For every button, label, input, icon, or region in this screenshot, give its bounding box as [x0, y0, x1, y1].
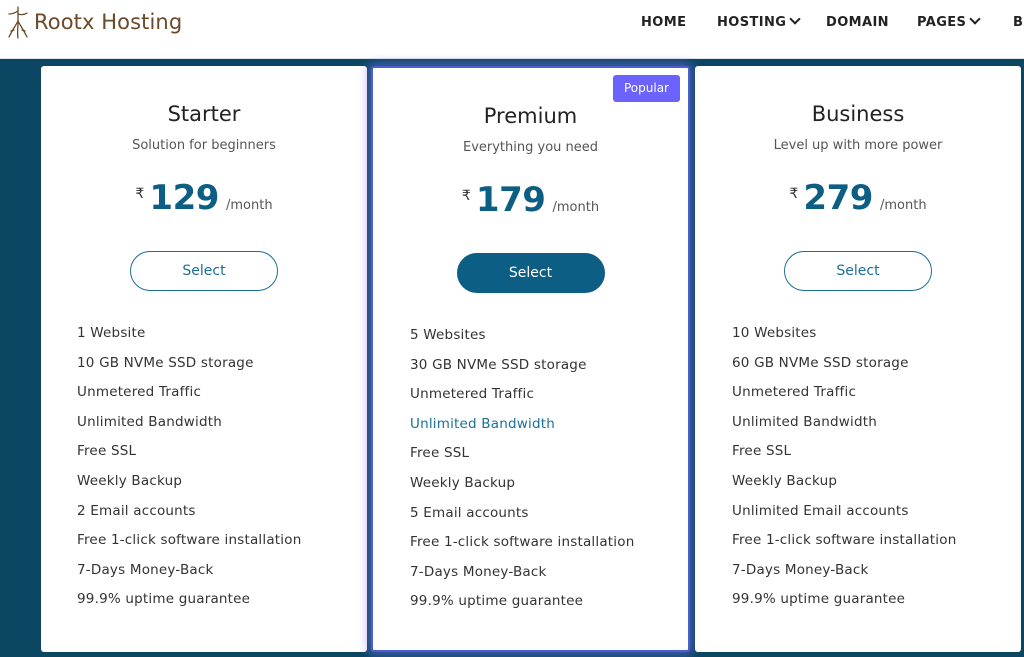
feature-item: Weekly Backup: [410, 474, 516, 491]
plan-price: ₹ 279 /month: [695, 178, 1021, 218]
select-starter-button[interactable]: Select: [130, 251, 278, 291]
price-amount: 279: [803, 178, 873, 218]
chevron-down-icon: [789, 13, 802, 25]
feature-item: 7-Days Money-Back: [410, 563, 547, 580]
feature-item: Unmetered Traffic: [77, 384, 202, 401]
feature-item: 10 Websites: [732, 325, 817, 341]
price-amount: 129: [149, 178, 219, 218]
nav-pages-label: PAGES: [917, 15, 967, 30]
feature-item: 10 GB NVMe SSD storage: [77, 354, 254, 371]
plan-name: Starter: [167, 102, 241, 126]
nav-pages[interactable]: PAGES: [917, 13, 981, 32]
nav-hosting-label: HOSTING: [717, 15, 787, 30]
plan-name: Business: [811, 102, 905, 126]
nav-domain[interactable]: DOMAIN: [826, 14, 889, 32]
popular-badge: Popular: [613, 75, 680, 102]
feature-item: 5 Email accounts: [410, 504, 529, 521]
feature-item: 5 Websites: [410, 327, 486, 343]
currency-symbol: ₹: [789, 186, 799, 202]
site-logo[interactable]: Rootx Hosting: [6, 5, 182, 39]
feature-item: 99.9% uptime guarantee: [77, 591, 251, 608]
price-period: /month: [880, 198, 927, 213]
feature-item: Free 1-click software installation: [732, 532, 957, 549]
feature-item: Weekly Backup: [732, 472, 838, 489]
feature-item: Free 1-click software installation: [410, 534, 635, 551]
feature-item: Free SSL: [410, 445, 470, 462]
feature-item: Unlimited Email accounts: [732, 502, 909, 519]
currency-symbol: ₹: [135, 186, 145, 202]
feature-item: 99.9% uptime guarantee: [732, 591, 906, 608]
plan-name: Premium: [483, 104, 578, 128]
feature-item: 2 Email accounts: [77, 502, 196, 519]
price-period: /month: [226, 198, 273, 213]
plan-card-starter: Starter Solution for beginners ₹ 129 /mo…: [41, 66, 367, 652]
plan-card-business: Business Level up with more power ₹ 279 …: [695, 66, 1021, 652]
feature-item: 7-Days Money-Back: [732, 561, 869, 578]
nav-home-label: HOME: [641, 15, 687, 30]
feature-item: Unmetered Traffic: [732, 384, 857, 401]
feature-item: Free SSL: [732, 443, 792, 460]
plan-subtitle: Solution for beginners: [132, 138, 276, 153]
select-business-button[interactable]: Select: [784, 251, 932, 291]
nav-home[interactable]: HOME: [641, 14, 686, 32]
feature-list: 5 Websites 30 GB NVMe SSD storage Unmete…: [410, 326, 634, 622]
feature-item: Unlimited Bandwidth: [77, 413, 222, 430]
feature-item: 7-Days Money-Back: [77, 561, 214, 578]
feature-item: 99.9% uptime guarantee: [410, 593, 584, 610]
feature-list: 10 Websites 60 GB NVMe SSD storage Unmet…: [732, 324, 956, 620]
feature-item: Free SSL: [77, 443, 137, 460]
plan-price: ₹ 179 /month: [373, 180, 688, 220]
price-period: /month: [552, 200, 600, 215]
nav-domain-label: DOMAIN: [826, 15, 889, 30]
plan-subtitle: Level up with more power: [773, 138, 943, 153]
nav-blog-label: BL: [1013, 15, 1024, 30]
select-premium-button[interactable]: Select: [456, 253, 605, 293]
nav-blog[interactable]: BL: [1013, 14, 1024, 32]
feature-item: Weekly Backup: [77, 472, 183, 489]
feature-item: Free 1-click software installation: [77, 532, 302, 549]
plan-subtitle: Everything you need: [462, 140, 599, 155]
logo-text: Rootx Hosting: [34, 10, 183, 34]
feature-item: Unmetered Traffic: [410, 386, 535, 403]
feature-item: 30 GB NVMe SSD storage: [410, 356, 587, 373]
price-amount: 179: [475, 180, 546, 220]
nav-hosting[interactable]: HOSTING: [717, 13, 802, 32]
feature-list: 1 Website 10 GB NVMe SSD storage Unmeter…: [77, 324, 301, 620]
feature-item: 60 GB NVMe SSD storage: [732, 354, 909, 371]
feature-item: 1 Website: [77, 325, 146, 341]
currency-symbol: ₹: [461, 188, 471, 204]
root-tree-icon: [8, 6, 28, 39]
chevron-down-icon: [969, 13, 981, 25]
feature-item-highlighted: Unlimited Bandwidth: [410, 415, 555, 432]
top-navbar: Rootx Hosting HOME HOSTING DOMAIN PAGES …: [0, 0, 1024, 59]
plan-price: ₹ 129 /month: [41, 178, 367, 218]
feature-item: Unlimited Bandwidth: [732, 413, 877, 430]
plan-card-premium: Popular Premium Everything you need ₹ 17…: [371, 66, 690, 652]
